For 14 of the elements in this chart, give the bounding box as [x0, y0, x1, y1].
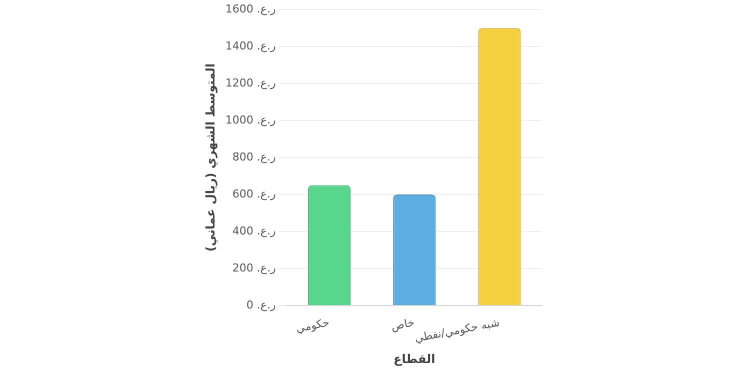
x-tick-label: شبه حكومي/نفطي: [414, 316, 501, 345]
y-tick-label: ر.ع. 200: [232, 261, 276, 274]
x-axis-title: القطاع: [394, 352, 436, 366]
y-tick-label: ر.ع. 800: [232, 150, 276, 164]
x-tick-label: حكومي: [294, 316, 330, 336]
y-tick-label: ر.ع. 1000: [225, 113, 276, 126]
y-tick-label: ر.ع. 1400: [225, 39, 276, 52]
y-axis-title: المتوسط الشهري (ريال عماني): [203, 63, 218, 252]
y-tick-label: ر.ع. 400: [232, 224, 276, 238]
x-tick-label: خاص: [390, 316, 416, 334]
y-tick-label: ر.ع. 0: [246, 298, 276, 312]
y-tick-label: ر.ع. 1200: [225, 76, 276, 90]
y-tick-label: ر.ع. 1600: [225, 2, 276, 16]
y-tick-label: ر.ع. 600: [232, 187, 276, 200]
